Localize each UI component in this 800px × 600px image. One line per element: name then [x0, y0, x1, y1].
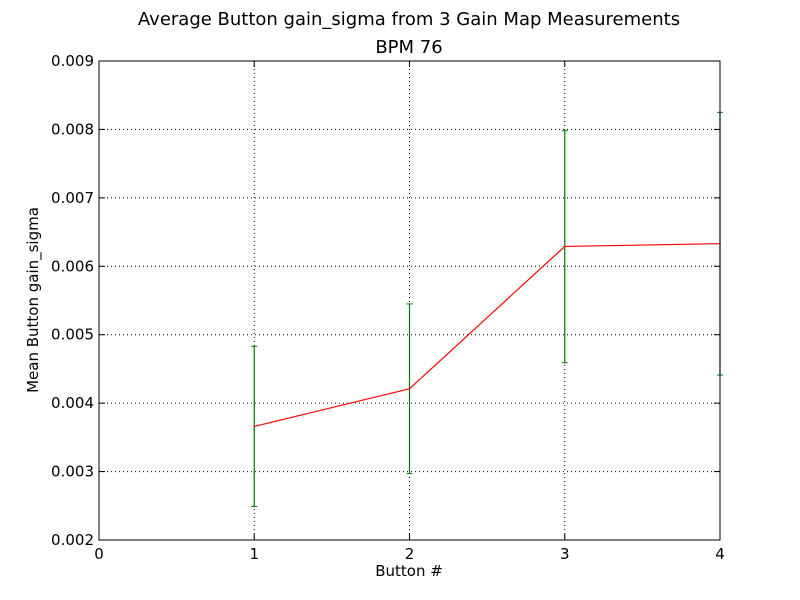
y-tick-label-7: 0.009	[51, 52, 94, 70]
y-axis-label: Mean Button gain_sigma	[24, 207, 43, 393]
y-tick-label-2: 0.004	[51, 394, 94, 412]
chart-title: Average Button gain_sigma from 3 Gain Ma…	[138, 9, 680, 30]
data-point-0-2	[563, 245, 566, 248]
x-tick-label-0: 0	[94, 545, 104, 563]
x-tick-label-2: 2	[405, 545, 415, 563]
axis-ticks	[98, 60, 721, 541]
y-tick-label-6: 0.008	[51, 120, 94, 138]
chart-subtitle: BPM 76	[375, 37, 442, 58]
x-tick-label-1: 1	[249, 545, 259, 563]
x-axis-label: Button #	[375, 562, 443, 580]
x-tick-label-3: 3	[560, 545, 570, 563]
y-tick-label-4: 0.006	[51, 257, 94, 275]
error-bars	[251, 111, 723, 507]
x-tick-label-4: 4	[715, 545, 725, 563]
y-tick-label-5: 0.007	[51, 189, 94, 207]
data-point-0-1	[408, 387, 411, 390]
y-tick-label-0: 0.002	[51, 531, 94, 549]
tick-labels: 0 1 2 3 4 0.002 0.003 0.004 0.005 0.006 0.007 0.008…	[51, 52, 725, 563]
series-line-0	[254, 243, 721, 427]
y-tick-label-1: 0.003	[51, 463, 94, 481]
data-point-0-0	[253, 425, 256, 428]
y-tick-label-3: 0.005	[51, 326, 94, 344]
